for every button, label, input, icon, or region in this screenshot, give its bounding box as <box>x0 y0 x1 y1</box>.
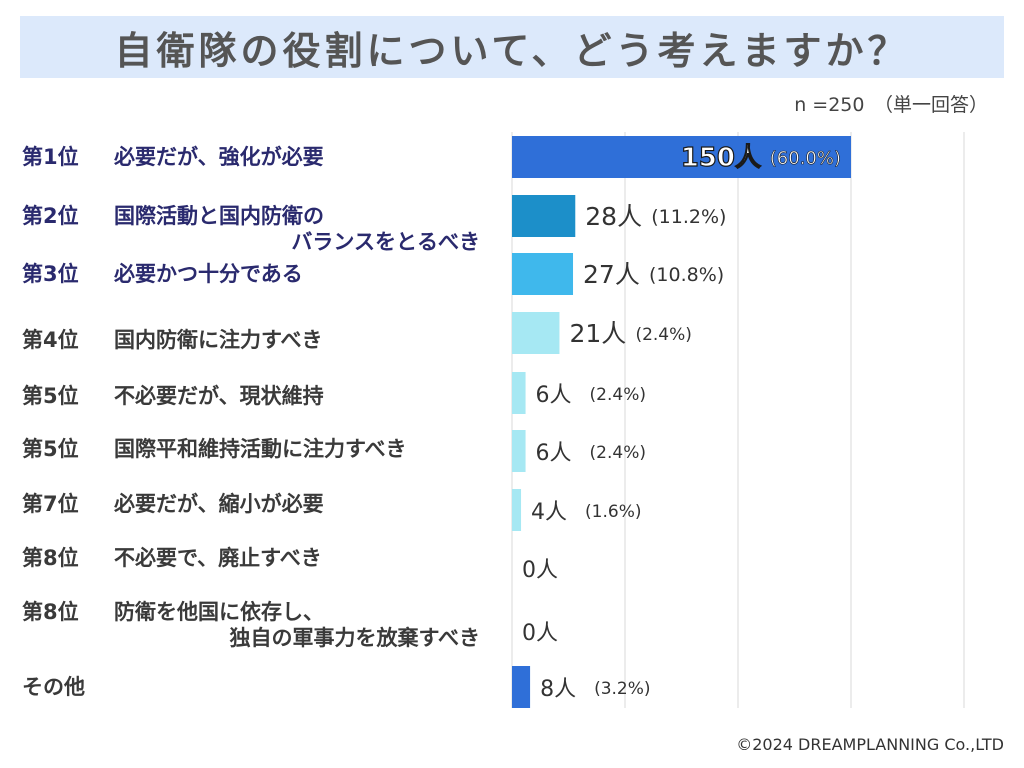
rank-label: 第1位 <box>22 145 79 169</box>
category-label: 第2位 国際活動と国内防衛の <box>22 200 324 230</box>
data-label-count: 0人 <box>522 558 558 583</box>
category-text-line2: バランスをとるべき <box>291 230 480 254</box>
data-label-count: 8人 <box>540 677 576 702</box>
rank-label: 第8位 <box>22 546 79 570</box>
data-label-percent: (11.2%) <box>651 206 726 228</box>
data-label-count: 21人 <box>569 319 626 348</box>
data-label-percent: (3.2%) <box>594 679 650 699</box>
data-label-count: 6人 <box>536 383 572 408</box>
category-text: 国際活動と国内防衛の <box>114 204 324 228</box>
rank-label: 第7位 <box>22 492 79 516</box>
title-banner: 自衛隊の役割について、どう考えますか？ <box>20 16 1004 78</box>
bar <box>512 666 531 708</box>
data-label-percent: (1.6%) <box>585 502 641 522</box>
bar <box>512 312 560 354</box>
bar <box>512 489 522 531</box>
category-label: 第3位 必要かつ十分である <box>22 258 303 288</box>
copyright: ©2024 DREAMPLANNING Co.,LTD <box>736 735 1004 754</box>
category-text: 必要かつ十分である <box>114 262 303 286</box>
data-label-percent: (60.0%) <box>770 148 841 169</box>
bar <box>512 253 574 295</box>
rank-label: 第5位 <box>22 384 79 408</box>
category-label: 第8位 防衛を他国に依存し、 <box>22 596 324 626</box>
category-text: 不必要で、廃止すべき <box>114 546 322 570</box>
data-label-count: 0人 <box>522 621 558 646</box>
chart-title: 自衛隊の役割について、どう考えますか？ <box>114 28 910 73</box>
data-label-percent: (2.4%) <box>590 385 646 405</box>
category-label: 第7位 必要だが、縮小が必要 <box>22 488 324 518</box>
bar <box>512 372 526 414</box>
rank-label: 第5位 <box>22 437 79 461</box>
bar <box>512 136 851 178</box>
data-label-count: 6人 <box>536 441 572 466</box>
data-label-percent: (2.4%) <box>635 325 691 345</box>
category-label: 第8位 不必要で、廃止すべき <box>22 542 322 572</box>
sample-size-note: n =250 （単一回答） <box>794 94 988 116</box>
data-label-percent: (10.8%) <box>649 264 724 286</box>
category-text: 国内防衛に注力すべき <box>114 328 323 352</box>
category-text: 不必要だが、現状維持 <box>114 384 324 408</box>
bar <box>512 195 576 237</box>
category-label: その他 <box>22 671 85 701</box>
data-label-count: 28人 <box>585 202 642 231</box>
category-text: その他 <box>22 675 85 699</box>
category-label: 第5位 不必要だが、現状維持 <box>22 380 324 410</box>
rank-label: 第8位 <box>22 600 79 624</box>
category-label: 第5位 国際平和維持活動に注力すべき <box>22 433 407 463</box>
category-text: 必要だが、強化が必要 <box>114 145 324 169</box>
category-text: 国際平和維持活動に注力すべき <box>114 437 407 461</box>
data-label-count: 150人 <box>681 143 761 173</box>
rank-label: 第4位 <box>22 328 79 352</box>
rank-label: 第3位 <box>22 262 79 286</box>
category-label: 第1位 必要だが、強化が必要 <box>22 141 324 171</box>
rank-label: 第2位 <box>22 204 79 228</box>
data-label-count: 4人 <box>531 500 567 525</box>
bar <box>512 430 526 472</box>
data-label-percent: (2.4%) <box>590 443 646 463</box>
category-text: 防衛を他国に依存し、 <box>114 600 324 624</box>
category-label: 第4位 国内防衛に注力すべき <box>22 324 323 354</box>
data-label-count: 27人 <box>583 260 640 289</box>
category-text: 必要だが、縮小が必要 <box>114 492 324 516</box>
category-text-line2: 独自の軍事力を放棄すべき <box>229 626 480 650</box>
